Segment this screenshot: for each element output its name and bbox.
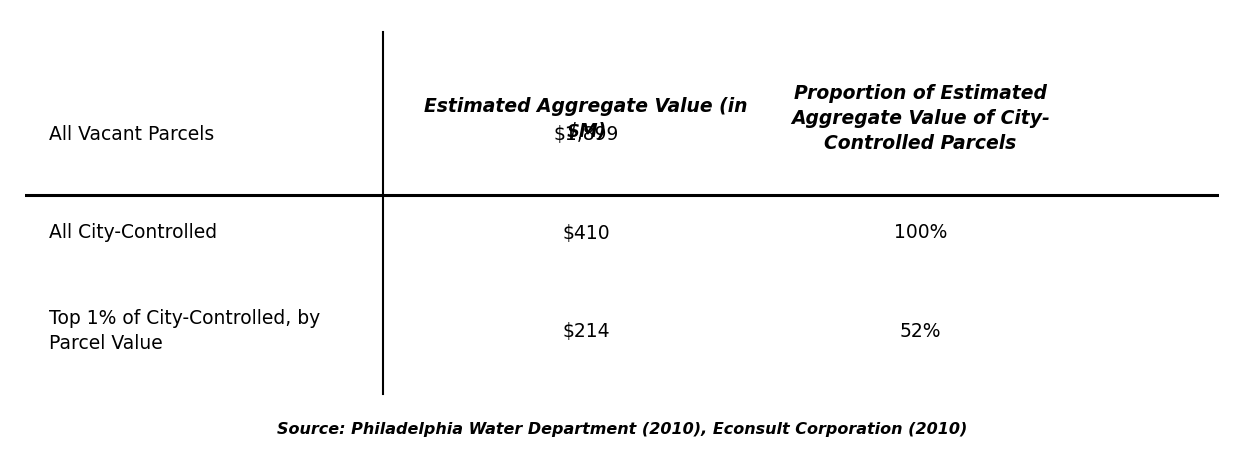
Text: 52%: 52% xyxy=(899,322,942,341)
Text: Proportion of Estimated
Aggregate Value of City-
Controlled Parcels: Proportion of Estimated Aggregate Value … xyxy=(791,84,1050,153)
Text: All Vacant Parcels: All Vacant Parcels xyxy=(49,125,214,144)
Text: $1,899: $1,899 xyxy=(554,125,618,144)
Text: Estimated Aggregate Value (in
$M): Estimated Aggregate Value (in $M) xyxy=(424,97,748,141)
Text: $214: $214 xyxy=(562,322,610,341)
Text: Source: Philadelphia Water Department (2010), Econsult Corporation (2010): Source: Philadelphia Water Department (2… xyxy=(277,422,967,437)
Text: Top 1% of City-Controlled, by
Parcel Value: Top 1% of City-Controlled, by Parcel Val… xyxy=(49,309,320,353)
Text: $410: $410 xyxy=(562,224,610,242)
Text: 100%: 100% xyxy=(894,224,947,242)
Text: All City-Controlled: All City-Controlled xyxy=(49,224,216,242)
